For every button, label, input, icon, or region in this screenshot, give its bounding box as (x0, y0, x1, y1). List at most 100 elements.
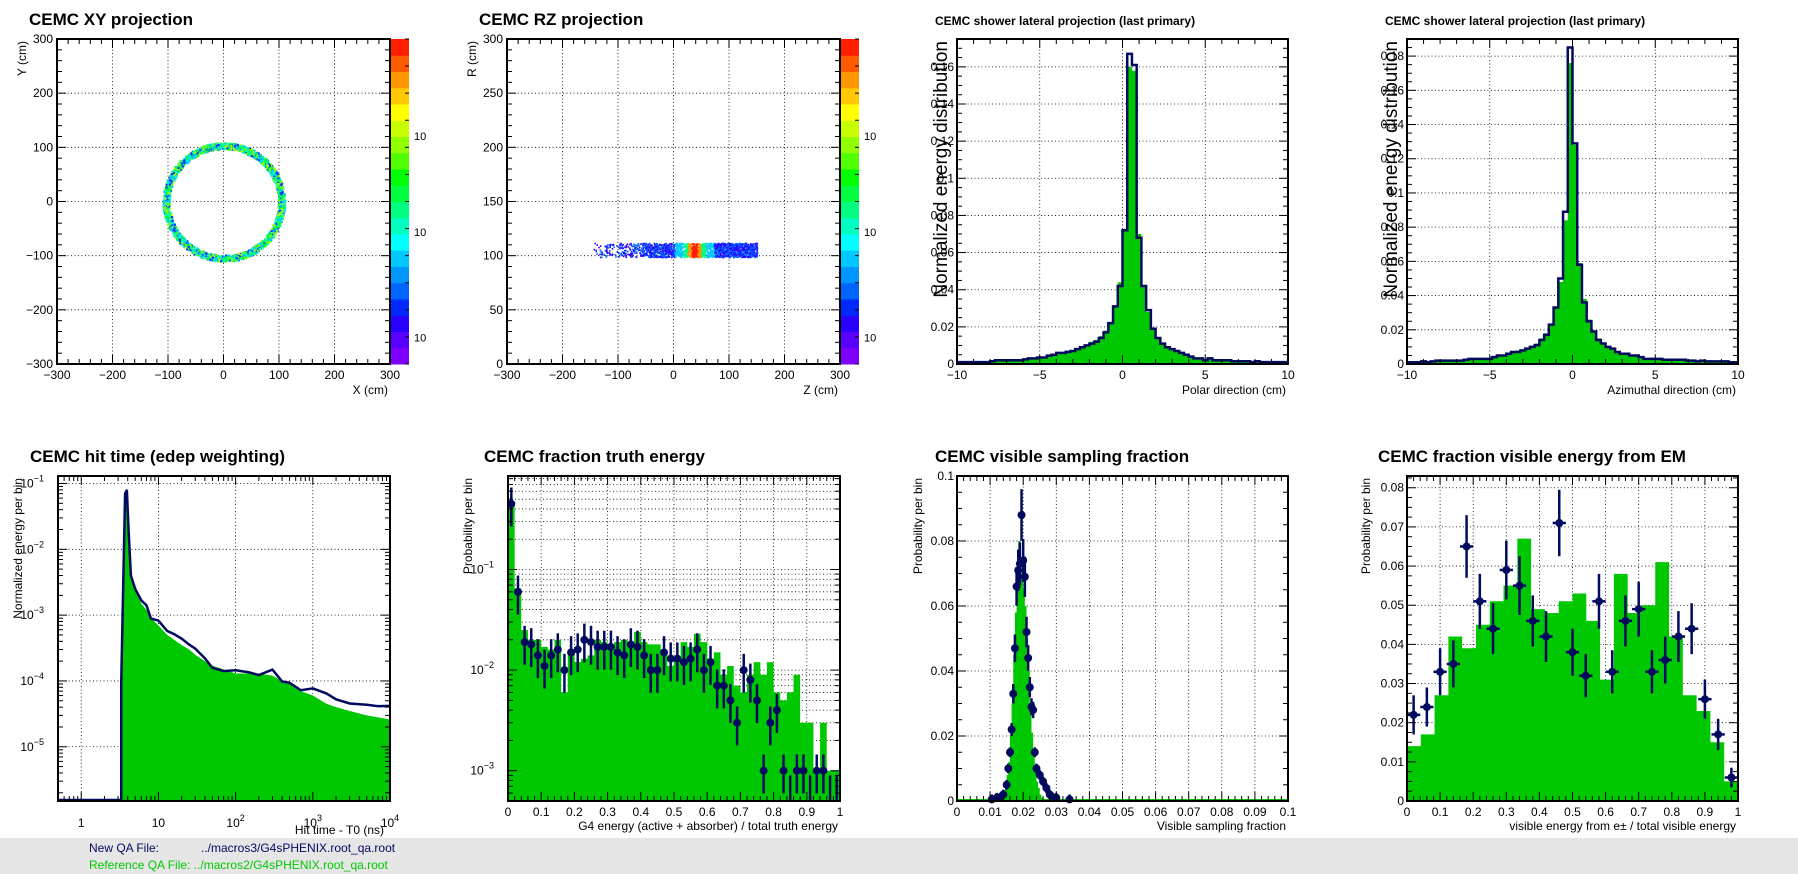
pad-polar-projection: CEMC shower lateral projection (last pri… (900, 0, 1350, 415)
axis-tick-label: 0.09 (1243, 805, 1267, 819)
colorbar-cell (391, 315, 409, 332)
pad-em-fraction: CEMC fraction visible energy from EM 0 0.… (1350, 430, 1798, 845)
data-point (1581, 671, 1590, 680)
axis-title: Normalized energy per bin (11, 478, 25, 619)
new-qa-file-path: ../macros3/G4sPHENIX.root_qa.root (201, 841, 396, 855)
pad-hit-time: CEMC hit time (edep weighting) 1 10 102 103… (0, 430, 450, 845)
axis-tick-label: 102 (226, 813, 244, 830)
rz-projection-chart: −300 −200 −100 0 100 200 300 0 50 100 150 200 250 300… (465, 32, 876, 397)
data-point (580, 635, 589, 644)
colorbar-cell (841, 266, 859, 284)
data-point (1029, 706, 1038, 714)
reference-histogram (1407, 62, 1738, 365)
data-point (513, 587, 522, 596)
data-point (679, 658, 688, 667)
data-point (1449, 659, 1458, 668)
axis-tick-label: 0.6 (699, 805, 716, 819)
axis-title: Polar direction (cm) (1182, 383, 1286, 397)
colorbar-cell (841, 331, 859, 349)
azimuthal-lateral-chart: −10 −5 0 5 10 0 0.02 0.04 0.06 0.08 0.1 0.12 0.14 0.1… (1381, 38, 1745, 397)
data-point (1025, 683, 1034, 692)
colorbar-cell (841, 201, 859, 219)
data-point (1032, 764, 1041, 773)
new-data-points (507, 487, 838, 801)
new-histogram (957, 52, 1288, 364)
axis-tick-label: 0.08 (931, 208, 955, 222)
reference-histogram (508, 503, 840, 801)
data-point (1005, 748, 1014, 757)
data-point (1621, 616, 1630, 625)
data-point (1024, 654, 1033, 662)
axis-tick-label: 100 (33, 140, 53, 154)
colorbar-cell (841, 282, 859, 300)
axis-tick-label: −10 (1397, 368, 1418, 382)
data-point (633, 642, 642, 651)
plot-frame (956, 38, 1289, 365)
data-point (593, 642, 602, 651)
data-point (1674, 632, 1683, 641)
axis-tick-label: 0.02 (1381, 323, 1405, 337)
colorbar-cell (391, 55, 409, 72)
axis-tick-label: 0 (947, 794, 954, 808)
axis-tick-label: 0 (1397, 357, 1404, 371)
colorbar-cell (391, 185, 409, 202)
colorbar-cell (841, 104, 859, 121)
axis-tick-label: 0.6 (1597, 805, 1614, 819)
chart-title: CEMC shower lateral projection (last pri… (935, 14, 1196, 28)
axis-tick-label: 0.02 (931, 729, 955, 743)
axis-tick-label: 0.06 (931, 246, 955, 260)
axis-tick-label: 0.16 (931, 60, 955, 74)
data-point (1542, 632, 1551, 641)
axis-tick-label: 0.1 (1387, 186, 1404, 200)
data-point (1030, 748, 1039, 757)
data-point (753, 696, 761, 705)
data-point (1502, 565, 1511, 574)
colorbar-cell (841, 250, 859, 267)
data-point (507, 499, 516, 508)
axis-title: Z (cm) (803, 383, 838, 397)
axis-title: Probability per bin (911, 478, 925, 574)
plot-frame (956, 475, 1289, 802)
data-point (620, 651, 629, 660)
plot-frame (1406, 475, 1739, 802)
chart-title: CEMC shower lateral projection (last pri… (1385, 14, 1646, 28)
colorbar-cell (391, 266, 409, 284)
axis-tick-label: 0.08 (1381, 481, 1405, 495)
axis-tick-label: 0.02 (1381, 716, 1405, 730)
axis-tick-label: 0 (1397, 794, 1404, 808)
axis-tick-label: 300 (483, 32, 503, 46)
new-qa-file-label: New QA File: (89, 841, 160, 855)
axis-tick-label: 5 (1652, 368, 1659, 382)
data-point (1687, 624, 1696, 633)
data-point (520, 638, 529, 647)
axis-tick-label: 50 (490, 303, 504, 317)
colorbar-cell (841, 152, 859, 170)
plot-frame (506, 38, 841, 365)
colorbar-cell (841, 315, 859, 332)
colorbar-cell (841, 39, 859, 56)
axis-tick-label: 10 (414, 332, 426, 344)
axis-tick-label: 0.04 (1078, 805, 1102, 819)
axis-tick-label: 0.01 (1381, 755, 1405, 769)
data-point (1009, 689, 1018, 698)
colorbar-cell (391, 201, 409, 219)
heatmap-cells (162, 142, 287, 263)
data-point (1039, 777, 1048, 786)
axis-title: R (cm) (465, 41, 479, 77)
data-point (1647, 667, 1656, 676)
axis-tick-label: 10 (414, 131, 426, 143)
data-point (640, 651, 649, 660)
axis-tick-label: 300 (830, 368, 850, 382)
data-point (1409, 710, 1418, 719)
axis-tick-label: 1 (78, 816, 85, 830)
data-point (739, 666, 748, 675)
axis-tick-label: 10 (864, 227, 876, 239)
data-point (766, 718, 775, 727)
axis-tick-label: 0.16 (1381, 83, 1405, 97)
data-point (733, 718, 742, 727)
colorbar-cell (841, 299, 859, 316)
axis-tick-label: −300 (43, 368, 70, 382)
axis-tick-label: 0.08 (1210, 805, 1234, 819)
colorbar-cell (841, 55, 859, 72)
data-point (1568, 648, 1577, 657)
